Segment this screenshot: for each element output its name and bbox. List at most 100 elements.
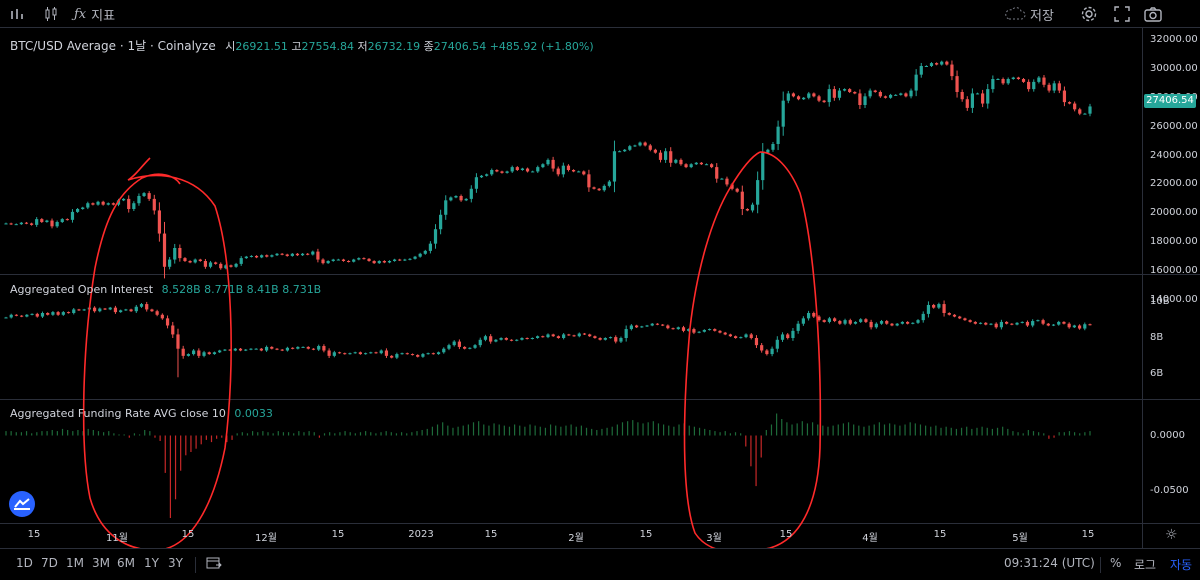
screenshot-button[interactable] xyxy=(1144,4,1162,24)
oi-candle xyxy=(223,349,227,351)
settings-button[interactable] xyxy=(1080,4,1098,24)
annotation-circle-left xyxy=(82,157,232,548)
price-candle xyxy=(796,96,801,100)
oi-candle xyxy=(395,354,399,358)
oi-candle xyxy=(786,334,790,338)
oi-candle xyxy=(56,312,60,315)
price-tick-label: 24000.00 xyxy=(1150,149,1198,161)
clock-time[interactable]: 09:31:24 (UTC) xyxy=(1004,556,1095,570)
divider xyxy=(1100,557,1101,573)
price-candle xyxy=(791,93,796,97)
price-candle xyxy=(1027,81,1031,90)
auto-toggle[interactable]: 자동 xyxy=(1170,558,1193,572)
time-tick-label: 12월 xyxy=(255,533,277,544)
range-1m[interactable]: 1M xyxy=(66,556,84,570)
chart-canvas[interactable] xyxy=(0,28,1200,548)
fullscreen-button[interactable] xyxy=(1114,4,1130,24)
time-tick-label: 2023 xyxy=(408,529,434,540)
oi-candle xyxy=(885,321,889,324)
oi-candle xyxy=(718,330,722,333)
price-candle xyxy=(924,66,928,67)
oi-candle xyxy=(1077,325,1082,329)
price-candle xyxy=(909,90,913,97)
oi-candle xyxy=(541,336,545,338)
funding-rate-bars xyxy=(5,413,1091,518)
oi-candle xyxy=(952,314,957,317)
save-button[interactable]: 저장 xyxy=(1004,4,1054,24)
price-candle xyxy=(398,259,402,261)
oi-candle xyxy=(40,313,45,317)
range-7d[interactable]: 7D xyxy=(41,556,58,570)
oi-candle xyxy=(666,325,670,329)
oi-candle xyxy=(301,346,305,348)
price-candle xyxy=(45,220,49,222)
price-candle xyxy=(628,146,632,150)
price-candle xyxy=(193,259,197,263)
range-3m[interactable]: 3M xyxy=(92,556,110,570)
oi-candle xyxy=(463,346,467,349)
change-value: +485.92 (+1.80%) xyxy=(489,40,594,53)
oi-candle xyxy=(968,320,972,322)
oi-candle xyxy=(1067,323,1071,328)
log-toggle[interactable]: 로그 xyxy=(1134,558,1157,572)
oi-candle xyxy=(139,304,144,307)
price-candle xyxy=(766,149,770,153)
candle-style-button[interactable] xyxy=(44,4,58,24)
price-candle xyxy=(224,265,228,269)
oi-candle xyxy=(218,350,222,353)
price-candle xyxy=(577,171,581,173)
oi-candle xyxy=(358,352,362,355)
percent-toggle[interactable]: % xyxy=(1110,556,1122,570)
price-candle xyxy=(1001,79,1005,84)
range-6m[interactable]: 6M xyxy=(117,556,135,570)
price-candle xyxy=(239,258,243,264)
oi-candle xyxy=(796,323,800,331)
oi-candle xyxy=(379,350,383,354)
range-1d[interactable]: 1D xyxy=(16,556,33,570)
price-candle xyxy=(669,151,673,163)
oi-candle xyxy=(1083,324,1087,329)
oi-candle xyxy=(400,353,404,355)
axis-settings-icon[interactable]: ☼ xyxy=(1165,527,1178,543)
price-candle xyxy=(4,223,8,225)
open-interest-candles xyxy=(4,300,1092,378)
price-candle xyxy=(214,262,218,264)
oi-candle xyxy=(25,314,29,317)
price-candle xyxy=(827,89,831,103)
oi-candle xyxy=(676,327,680,330)
price-candle xyxy=(664,151,668,160)
candles-icon xyxy=(45,7,57,21)
annotation-circle-right xyxy=(683,151,822,548)
indicators-button[interactable]: ƒx 지표 xyxy=(74,4,115,24)
pane-dividers xyxy=(0,28,1200,548)
price-candle xyxy=(55,222,59,227)
price-candle xyxy=(710,164,714,168)
price-candle xyxy=(387,261,392,263)
price-candle xyxy=(960,92,964,100)
oi-candle xyxy=(98,308,102,312)
price-candle xyxy=(699,162,703,165)
chevron-down-icon[interactable]: ⌄ xyxy=(1084,6,1095,22)
oi-candle xyxy=(765,350,769,355)
range-1y[interactable]: 1Y xyxy=(144,556,159,570)
range-3y[interactable]: 3Y xyxy=(168,556,183,570)
oi-candle xyxy=(285,347,290,351)
price-candle xyxy=(101,201,105,205)
interval-button[interactable] xyxy=(10,4,24,24)
price-candle xyxy=(306,253,310,255)
price-candle xyxy=(326,261,330,264)
oi-candle xyxy=(384,350,389,356)
tradingview-logo-icon[interactable] xyxy=(9,491,35,517)
price-candle xyxy=(1016,77,1021,79)
price-candle xyxy=(65,219,69,221)
price-candle xyxy=(428,243,432,251)
date-range-button[interactable] xyxy=(206,556,222,573)
oi-candle xyxy=(744,334,748,338)
price-candle xyxy=(270,255,274,257)
oi-candle xyxy=(1072,325,1076,328)
price-candle xyxy=(674,159,678,163)
price-candle xyxy=(137,196,141,204)
oi-candle xyxy=(1041,320,1045,324)
oi-candle xyxy=(827,318,832,322)
price-candle xyxy=(899,93,903,95)
